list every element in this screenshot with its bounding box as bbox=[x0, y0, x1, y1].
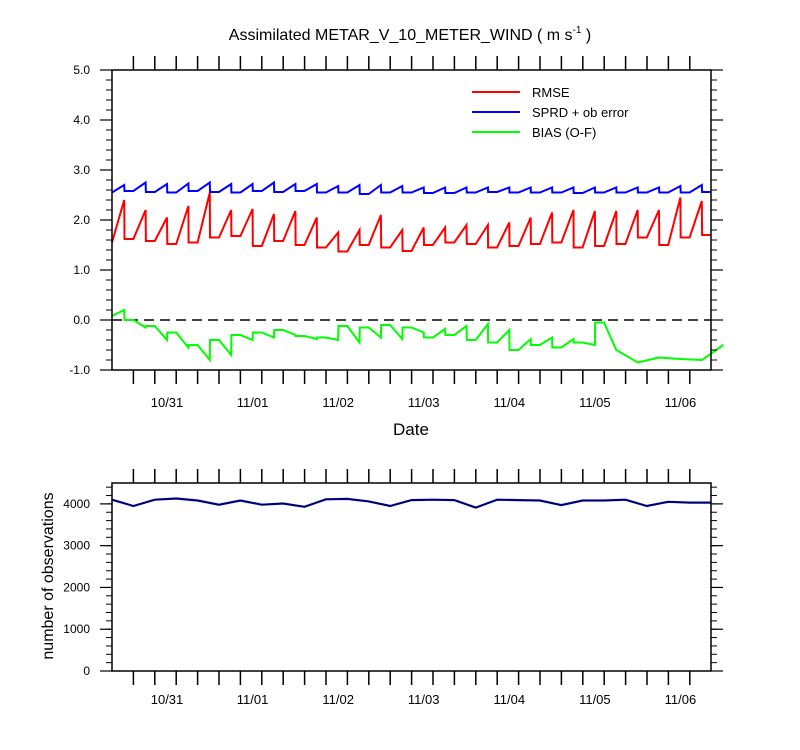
top-y-tick-label: 0.0 bbox=[73, 313, 90, 327]
bottom-x-tick-label: 10/31 bbox=[151, 692, 184, 707]
bottom-y-tick-label: 1000 bbox=[63, 622, 90, 636]
top-y-tick-label: 3.0 bbox=[73, 163, 90, 177]
series-line-rmse bbox=[111, 192, 711, 253]
top-x-tick-label: 11/04 bbox=[494, 395, 526, 410]
top-x-tick-label: 11/05 bbox=[579, 395, 611, 410]
legend-label: BIAS (O-F) bbox=[532, 125, 596, 140]
top-chart: Assimilated METAR_V_10_METER_WIND ( m s-… bbox=[69, 25, 724, 439]
legend: RMSE SPRD + ob error BIAS (O-F) bbox=[472, 85, 629, 140]
bottom-y-tick-label: 0 bbox=[83, 664, 90, 678]
bottom-y-tick-label: 3000 bbox=[63, 539, 90, 553]
top-series-group bbox=[111, 180, 724, 364]
bottom-x-tick-label: 11/04 bbox=[494, 692, 526, 707]
bottom-x-tick-label: 11/01 bbox=[237, 692, 269, 707]
legend-label: SPRD + ob error bbox=[532, 105, 629, 120]
chart-title-main: Assimilated METAR_V_10_METER_WIND ( m s bbox=[229, 27, 573, 44]
top-y-tick-label: 1.0 bbox=[73, 263, 90, 277]
chart-title-superscript: -1 bbox=[573, 25, 582, 36]
y-axis-label: number of observations bbox=[40, 492, 57, 659]
top-y-tick-label: 4.0 bbox=[73, 113, 90, 127]
bottom-chart: 0 1000 2000 3000 4000 10/31 11/01 11/02 11/03 11/… bbox=[40, 469, 723, 707]
bottom-x-tick-label: 11/06 bbox=[665, 692, 697, 707]
chart-title: Assimilated METAR_V_10_METER_WIND ( m s-… bbox=[229, 25, 591, 44]
bottom-x-tick-label: 11/02 bbox=[322, 692, 354, 707]
top-x-tick-label: 11/02 bbox=[322, 395, 354, 410]
bottom-y-tick-label: 2000 bbox=[63, 580, 90, 594]
bottom-x-tick-label: 11/05 bbox=[579, 692, 611, 707]
top-axes-group: -1.0 0.0 1.0 2.0 3.0 4.0 5.0 10/31 11/01 11/02 11/… bbox=[69, 56, 723, 410]
series-line-sprd-ob-error bbox=[111, 180, 711, 195]
legend-label: RMSE bbox=[532, 85, 570, 100]
bottom-axes-group: 0 1000 2000 3000 4000 10/31 11/01 11/02 11/03 11/… bbox=[63, 469, 723, 707]
top-y-tick-label: 2.0 bbox=[73, 213, 90, 227]
observations-line-black bbox=[111, 497, 711, 509]
bottom-x-tick-label: 11/03 bbox=[408, 692, 440, 707]
bottom-y-tick-label: 4000 bbox=[63, 497, 90, 511]
x-axis-label: Date bbox=[393, 420, 429, 439]
bottom-plot-frame bbox=[111, 482, 712, 672]
top-y-tick-label: -1.0 bbox=[69, 363, 90, 377]
bottom-series-group bbox=[111, 497, 711, 509]
top-x-tick-label: 11/03 bbox=[408, 395, 440, 410]
chart-title-close: ) bbox=[581, 27, 591, 44]
top-x-tick-label: 11/01 bbox=[237, 395, 269, 410]
top-y-tick-label: 5.0 bbox=[73, 63, 90, 77]
series-line-bias-o-f bbox=[111, 308, 724, 364]
top-x-tick-label: 10/31 bbox=[151, 395, 184, 410]
top-x-tick-label: 11/06 bbox=[665, 395, 697, 410]
